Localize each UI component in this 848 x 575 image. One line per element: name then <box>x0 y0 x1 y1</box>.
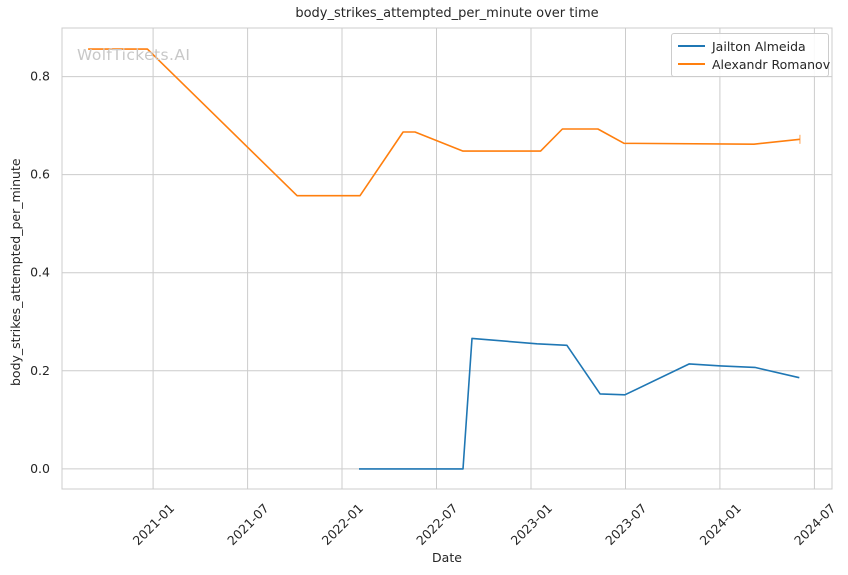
legend-item-alexandr-romanov: Alexandr Romanov <box>676 55 830 73</box>
legend-item-jailton-almeida: Jailton Almeida <box>676 37 826 55</box>
x-tick-label: 2022-07 <box>413 501 461 549</box>
legend: Jailton Almeida Alexandr Romanov <box>671 33 830 77</box>
grid-lines <box>62 28 832 489</box>
legend-label-alexandr-romanov: Alexandr Romanov <box>712 56 831 72</box>
watermark-text: WolfTickets.AI <box>77 46 191 64</box>
x-tick-label: 2021-07 <box>224 501 272 549</box>
y-tick-label: 0.0 <box>30 461 50 476</box>
y-axis-label: body_strikes_attempted_per_minute <box>8 158 23 386</box>
y-axis-tick-labels: 0.0 0.2 0.4 0.6 0.8 <box>30 69 50 476</box>
legend-label-jailton-almeida: Jailton Almeida <box>712 38 806 54</box>
plot-border <box>61 27 833 490</box>
x-tick-label: 2024-07 <box>791 501 839 549</box>
y-tick-label: 0.2 <box>30 363 50 378</box>
chart-title: body_strikes_attempted_per_minute over t… <box>295 6 599 21</box>
y-tick-label: 0.6 <box>30 167 50 182</box>
x-axis-tick-labels: 2021-01 2021-07 2022-01 2022-07 2023-01 2023-… <box>130 501 839 549</box>
y-tick-label: 0.4 <box>30 265 50 280</box>
x-tick-label: 2023-07 <box>602 501 650 549</box>
x-tick-label: 2024-01 <box>696 501 744 549</box>
legend-line-sample-orange <box>678 63 705 65</box>
series-line-alexandr-romanov <box>88 48 800 197</box>
y-tick-label: 0.8 <box>30 69 50 84</box>
legend-line-sample-blue <box>678 45 705 47</box>
x-tick-label: 2022-01 <box>319 501 367 549</box>
series-line-jailton-almeida <box>359 337 800 470</box>
x-axis-label: Date <box>432 550 462 565</box>
series-lines <box>88 48 801 470</box>
x-tick-label: 2023-01 <box>508 501 556 549</box>
x-tick-label: 2021-01 <box>130 501 178 549</box>
